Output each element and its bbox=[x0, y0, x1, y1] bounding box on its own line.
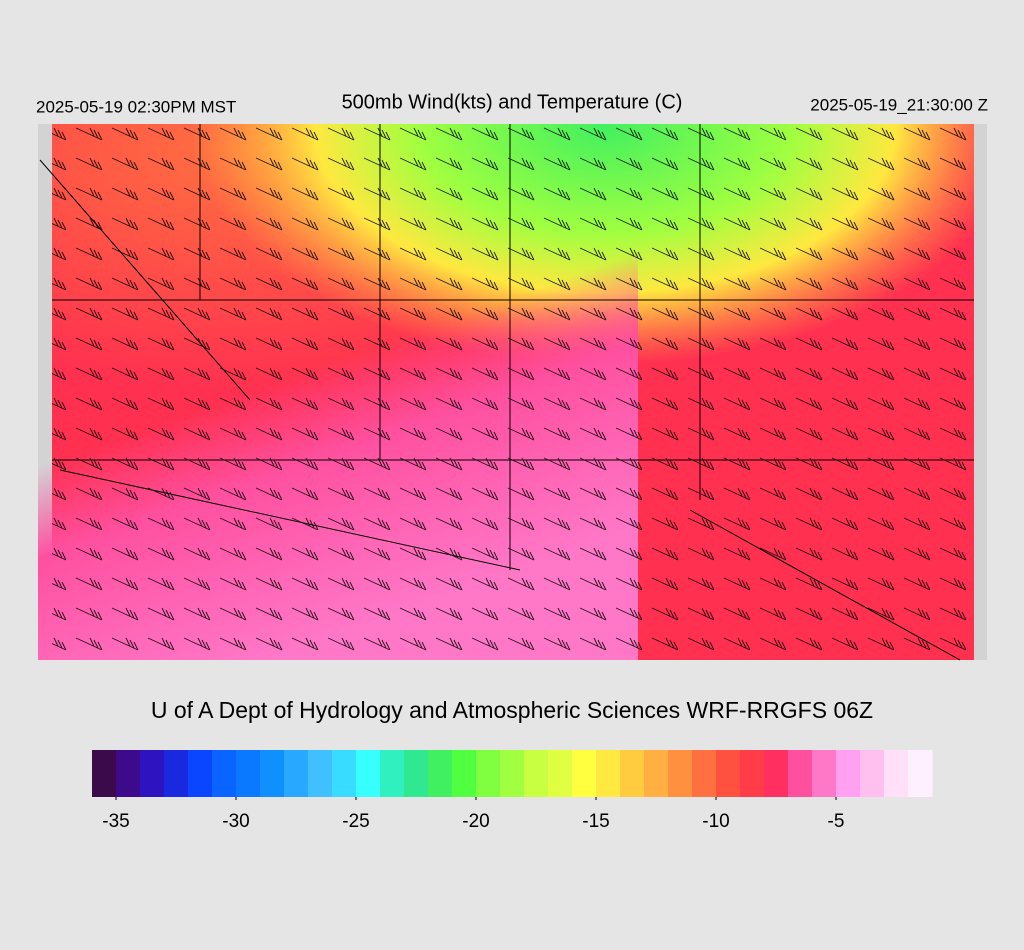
colorbar-cell bbox=[380, 750, 405, 797]
colorbar-cell bbox=[860, 750, 885, 797]
colorbar-cell bbox=[548, 750, 573, 797]
colorbar-cell bbox=[116, 750, 141, 797]
colorbar: -35 -30 -25 -20 -15 -10 -5 bbox=[92, 750, 933, 832]
colorbar-cell bbox=[260, 750, 285, 797]
colorbar-cell bbox=[716, 750, 741, 797]
colorbar-tick-label: -15 bbox=[582, 811, 609, 832]
colorbar-cell bbox=[92, 750, 117, 797]
colorbar-cell bbox=[356, 750, 381, 797]
colorbar-cell bbox=[764, 750, 789, 797]
colorbar-cell bbox=[164, 750, 189, 797]
wind-barbs bbox=[52, 124, 974, 660]
colorbar-cell bbox=[812, 750, 837, 797]
colorbar-cell bbox=[596, 750, 621, 797]
colorbar-tick-label: -30 bbox=[222, 811, 249, 832]
colorbar-cell bbox=[500, 750, 525, 797]
colorbar-cell bbox=[212, 750, 237, 797]
valid-utc-time: 2025-05-19_21:30:00 Z bbox=[810, 95, 988, 114]
colorbar-cell bbox=[236, 750, 261, 797]
map bbox=[38, 124, 987, 661]
colorbar-cell bbox=[644, 750, 669, 797]
colorbar-cell bbox=[620, 750, 645, 797]
colorbar-cell bbox=[476, 750, 501, 797]
colorbar-cell bbox=[788, 750, 813, 797]
colorbar-cell bbox=[668, 750, 693, 797]
colorbar-cell bbox=[332, 750, 357, 797]
colorbar-cell bbox=[428, 750, 453, 797]
boundaries bbox=[39, 124, 974, 661]
colorbar-cell bbox=[452, 750, 477, 797]
colorbar-cell bbox=[140, 750, 165, 797]
colorbar-tick-label: -10 bbox=[702, 811, 729, 832]
colorbar-cell bbox=[524, 750, 549, 797]
colorbar-cell bbox=[908, 750, 933, 797]
valid-local-time: 2025-05-19 02:30PM MST bbox=[36, 97, 236, 116]
colorbar-cell bbox=[308, 750, 333, 797]
colorbar-cell bbox=[284, 750, 309, 797]
colorbar-cell bbox=[740, 750, 765, 797]
colorbar-cell bbox=[692, 750, 717, 797]
credit: U of A Dept of Hydrology and Atmospheric… bbox=[151, 697, 873, 723]
colorbar-cell bbox=[884, 750, 909, 797]
colorbar-cell bbox=[572, 750, 597, 797]
colorbar-cell bbox=[836, 750, 861, 797]
colorbar-tick-label: -25 bbox=[342, 811, 369, 832]
colorbar-tick-label: -5 bbox=[828, 811, 845, 832]
colorbar-tick-label: -35 bbox=[102, 811, 129, 832]
colorbar-cell bbox=[404, 750, 429, 797]
colorbar-tick-label: -20 bbox=[462, 811, 489, 832]
map-title: 500mb Wind(kts) and Temperature (C) bbox=[342, 91, 683, 113]
colorbar-cell bbox=[188, 750, 213, 797]
